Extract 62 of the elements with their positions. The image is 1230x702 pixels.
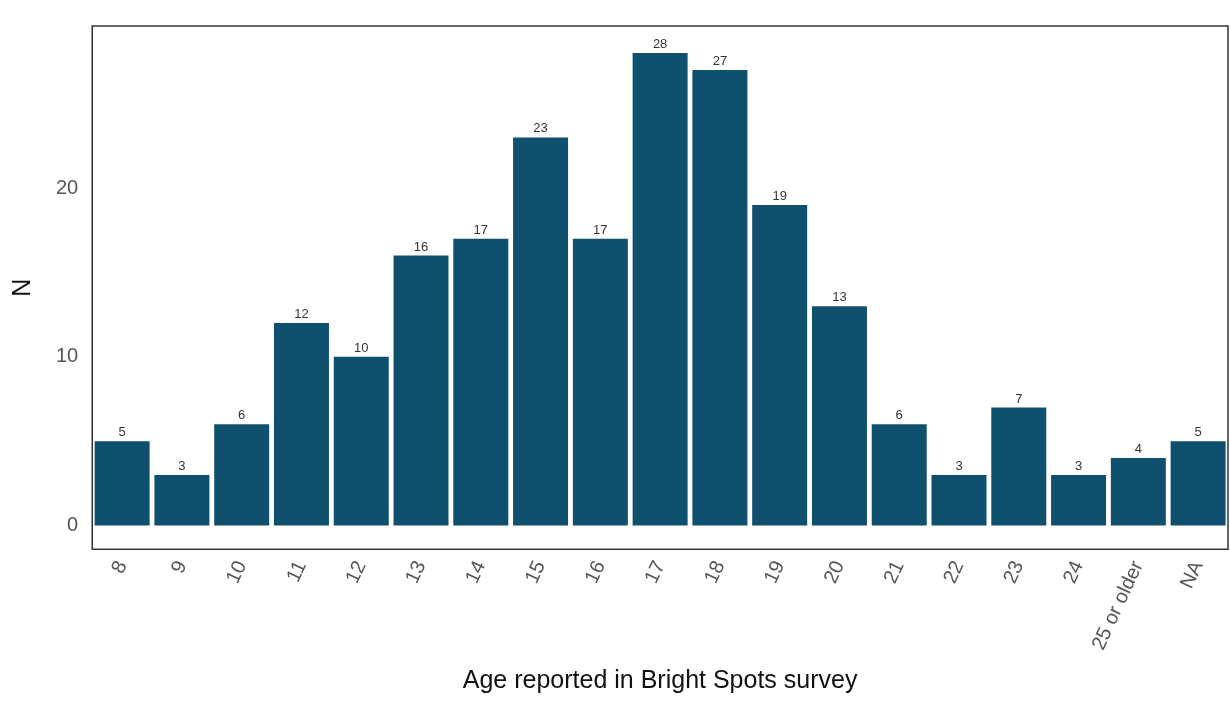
data-label: 28 <box>652 36 668 52</box>
bar <box>513 137 569 526</box>
data-label: 16 <box>413 238 429 254</box>
bar <box>811 306 867 526</box>
data-label: 23 <box>533 120 548 136</box>
x-tick-label: 23 <box>998 557 1028 587</box>
data-label: 3 <box>178 458 186 474</box>
x-axis-title: Age reported in Bright Spots survey <box>462 664 858 693</box>
x-tick-label: 22 <box>938 557 968 587</box>
y-tick-label: 0 <box>67 513 79 536</box>
bar <box>692 69 748 526</box>
bar <box>632 53 688 526</box>
x-tick-label: 17 <box>639 557 669 587</box>
data-label: 10 <box>354 339 369 355</box>
bar <box>1110 458 1166 526</box>
x-tick-label: NA <box>1175 556 1208 592</box>
data-label: 3 <box>1074 458 1083 474</box>
data-label: 17 <box>593 221 608 237</box>
bar <box>333 356 389 526</box>
x-tick-label: 9 <box>165 557 191 577</box>
data-label: 13 <box>832 289 847 305</box>
bar <box>273 323 329 526</box>
bar <box>572 238 628 526</box>
bar <box>154 474 210 526</box>
data-label: 3 <box>955 458 963 474</box>
x-tick-label: 12 <box>340 557 370 587</box>
x-tick-label: 24 <box>1057 557 1088 587</box>
data-label: 6 <box>238 407 246 423</box>
x-tick-label: 25 or older <box>1086 556 1148 653</box>
x-tick-label: 16 <box>579 557 609 587</box>
bar <box>453 238 509 526</box>
x-tick-label: 19 <box>758 557 789 587</box>
data-label: 6 <box>895 407 903 423</box>
bar <box>871 424 927 526</box>
bar <box>214 424 270 526</box>
x-tick-label: 10 <box>220 557 251 587</box>
x-tick-label: 18 <box>699 557 729 587</box>
x-tick-label: 11 <box>281 557 311 586</box>
data-label: 7 <box>1015 390 1023 406</box>
x-tick-label: 13 <box>400 557 430 587</box>
x-tick-label: 20 <box>818 557 849 587</box>
y-tick-label: 10 <box>56 344 79 367</box>
bar <box>1051 474 1107 526</box>
bar <box>94 441 150 526</box>
x-tick-label: 14 <box>460 557 490 587</box>
bar <box>393 255 449 526</box>
data-label: 5 <box>1194 424 1202 440</box>
x-tick-label: 21 <box>878 557 908 587</box>
bar <box>991 407 1047 526</box>
bar <box>752 204 808 526</box>
data-label: 19 <box>772 187 787 203</box>
bar <box>1170 441 1226 526</box>
x-tick-label: 15 <box>519 557 550 587</box>
y-tick-label: 20 <box>56 175 79 198</box>
data-label: 12 <box>294 306 309 322</box>
bar <box>931 474 987 526</box>
y-axis-title: N <box>6 278 35 297</box>
data-label: 4 <box>1134 441 1142 457</box>
x-tick-label: 8 <box>106 557 131 577</box>
data-label: 5 <box>118 424 126 440</box>
data-label: 17 <box>473 221 489 237</box>
data-label: 27 <box>712 52 728 68</box>
